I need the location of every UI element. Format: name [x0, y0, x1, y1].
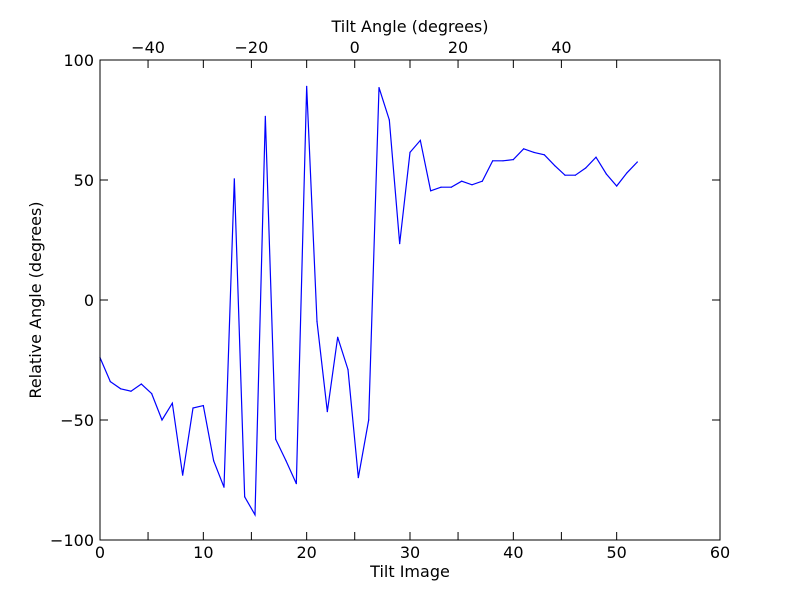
- x-tick-label-2: 20: [296, 543, 316, 562]
- top-x-tick-label-1: −20: [235, 38, 269, 57]
- data-point-49: [605, 173, 607, 175]
- top-x-tick-label-2: 0: [350, 38, 360, 57]
- data-point-4: [140, 383, 142, 385]
- plot-area: [100, 60, 720, 540]
- data-point-15: [254, 514, 256, 516]
- data-point-6: [161, 419, 163, 421]
- top-x-tick-label-3: 20: [448, 38, 468, 57]
- data-point-23: [337, 336, 339, 338]
- x-tick-label-1: 10: [193, 543, 213, 562]
- x-tick-label-3: 30: [400, 543, 420, 562]
- data-point-17: [275, 438, 277, 440]
- data-point-45: [564, 174, 566, 176]
- y-tick-label-2: 0: [84, 291, 94, 310]
- data-point-52: [636, 161, 638, 163]
- top-x-tick-label-4: 40: [551, 38, 571, 57]
- data-point-34: [450, 186, 452, 188]
- data-point-33: [440, 186, 442, 188]
- data-point-2: [120, 388, 122, 390]
- data-point-31: [419, 139, 421, 141]
- data-point-3: [130, 390, 132, 392]
- data-point-39: [502, 160, 504, 162]
- tick-layer: 0 10 20 30 40 50 60 −100 −50 0 50 100 −40 −20 0 20 40: [50, 38, 730, 562]
- data-point-20: [306, 85, 308, 87]
- x-axis-label: Tilt Image: [369, 562, 450, 581]
- data-point-13: [233, 178, 235, 180]
- data-point-46: [574, 174, 576, 176]
- x-tick-label-4: 40: [503, 543, 523, 562]
- data-point-24: [347, 369, 349, 371]
- data-point-14: [244, 496, 246, 498]
- y-tick-label-1: −50: [60, 411, 94, 430]
- data-point-21: [316, 321, 318, 323]
- data-point-28: [388, 119, 390, 121]
- data-point-25: [357, 477, 359, 479]
- top-x-tick-label-0: −40: [131, 38, 165, 57]
- data-point-43: [543, 154, 545, 156]
- data-point-36: [471, 184, 473, 186]
- plot-frame: [99, 59, 721, 541]
- data-point-9: [192, 407, 194, 409]
- top-x-axis-label: Tilt Angle (degrees): [330, 17, 488, 36]
- data-point-44: [554, 165, 556, 167]
- data-point-27: [378, 87, 380, 89]
- x-tick-label-6: 60: [710, 543, 730, 562]
- data-point-12: [223, 486, 225, 488]
- data-point-18: [285, 460, 287, 462]
- data-point-30: [409, 151, 411, 153]
- data-point-48: [595, 156, 597, 158]
- data-point-51: [626, 172, 628, 174]
- data-point-41: [523, 148, 525, 150]
- data-point-16: [264, 115, 266, 117]
- data-point-5: [151, 393, 153, 395]
- data-point-8: [182, 474, 184, 476]
- data-point-7: [171, 402, 173, 404]
- data-point-10: [202, 405, 204, 407]
- data-point-26: [368, 419, 370, 421]
- data-point-40: [512, 159, 514, 161]
- data-point-37: [481, 180, 483, 182]
- data-point-1: [109, 381, 111, 383]
- data-point-47: [585, 167, 587, 169]
- data-point-35: [461, 180, 463, 182]
- data-point-50: [616, 185, 618, 187]
- series-layer: [99, 85, 638, 517]
- data-point-32: [430, 190, 432, 192]
- data-point-22: [326, 411, 328, 413]
- y-axis-label: Relative Angle (degrees): [26, 201, 45, 398]
- data-point-42: [533, 151, 535, 153]
- data-point-29: [399, 243, 401, 245]
- x-tick-label-0: 0: [95, 543, 105, 562]
- y-tick-label-3: 50: [74, 171, 94, 190]
- x-tick-label-5: 50: [606, 543, 626, 562]
- y-tick-label-4: 100: [63, 51, 94, 70]
- data-point-11: [213, 460, 215, 462]
- data-point-19: [295, 483, 297, 485]
- data-point-38: [492, 160, 494, 162]
- y-tick-label-0: −100: [50, 531, 94, 550]
